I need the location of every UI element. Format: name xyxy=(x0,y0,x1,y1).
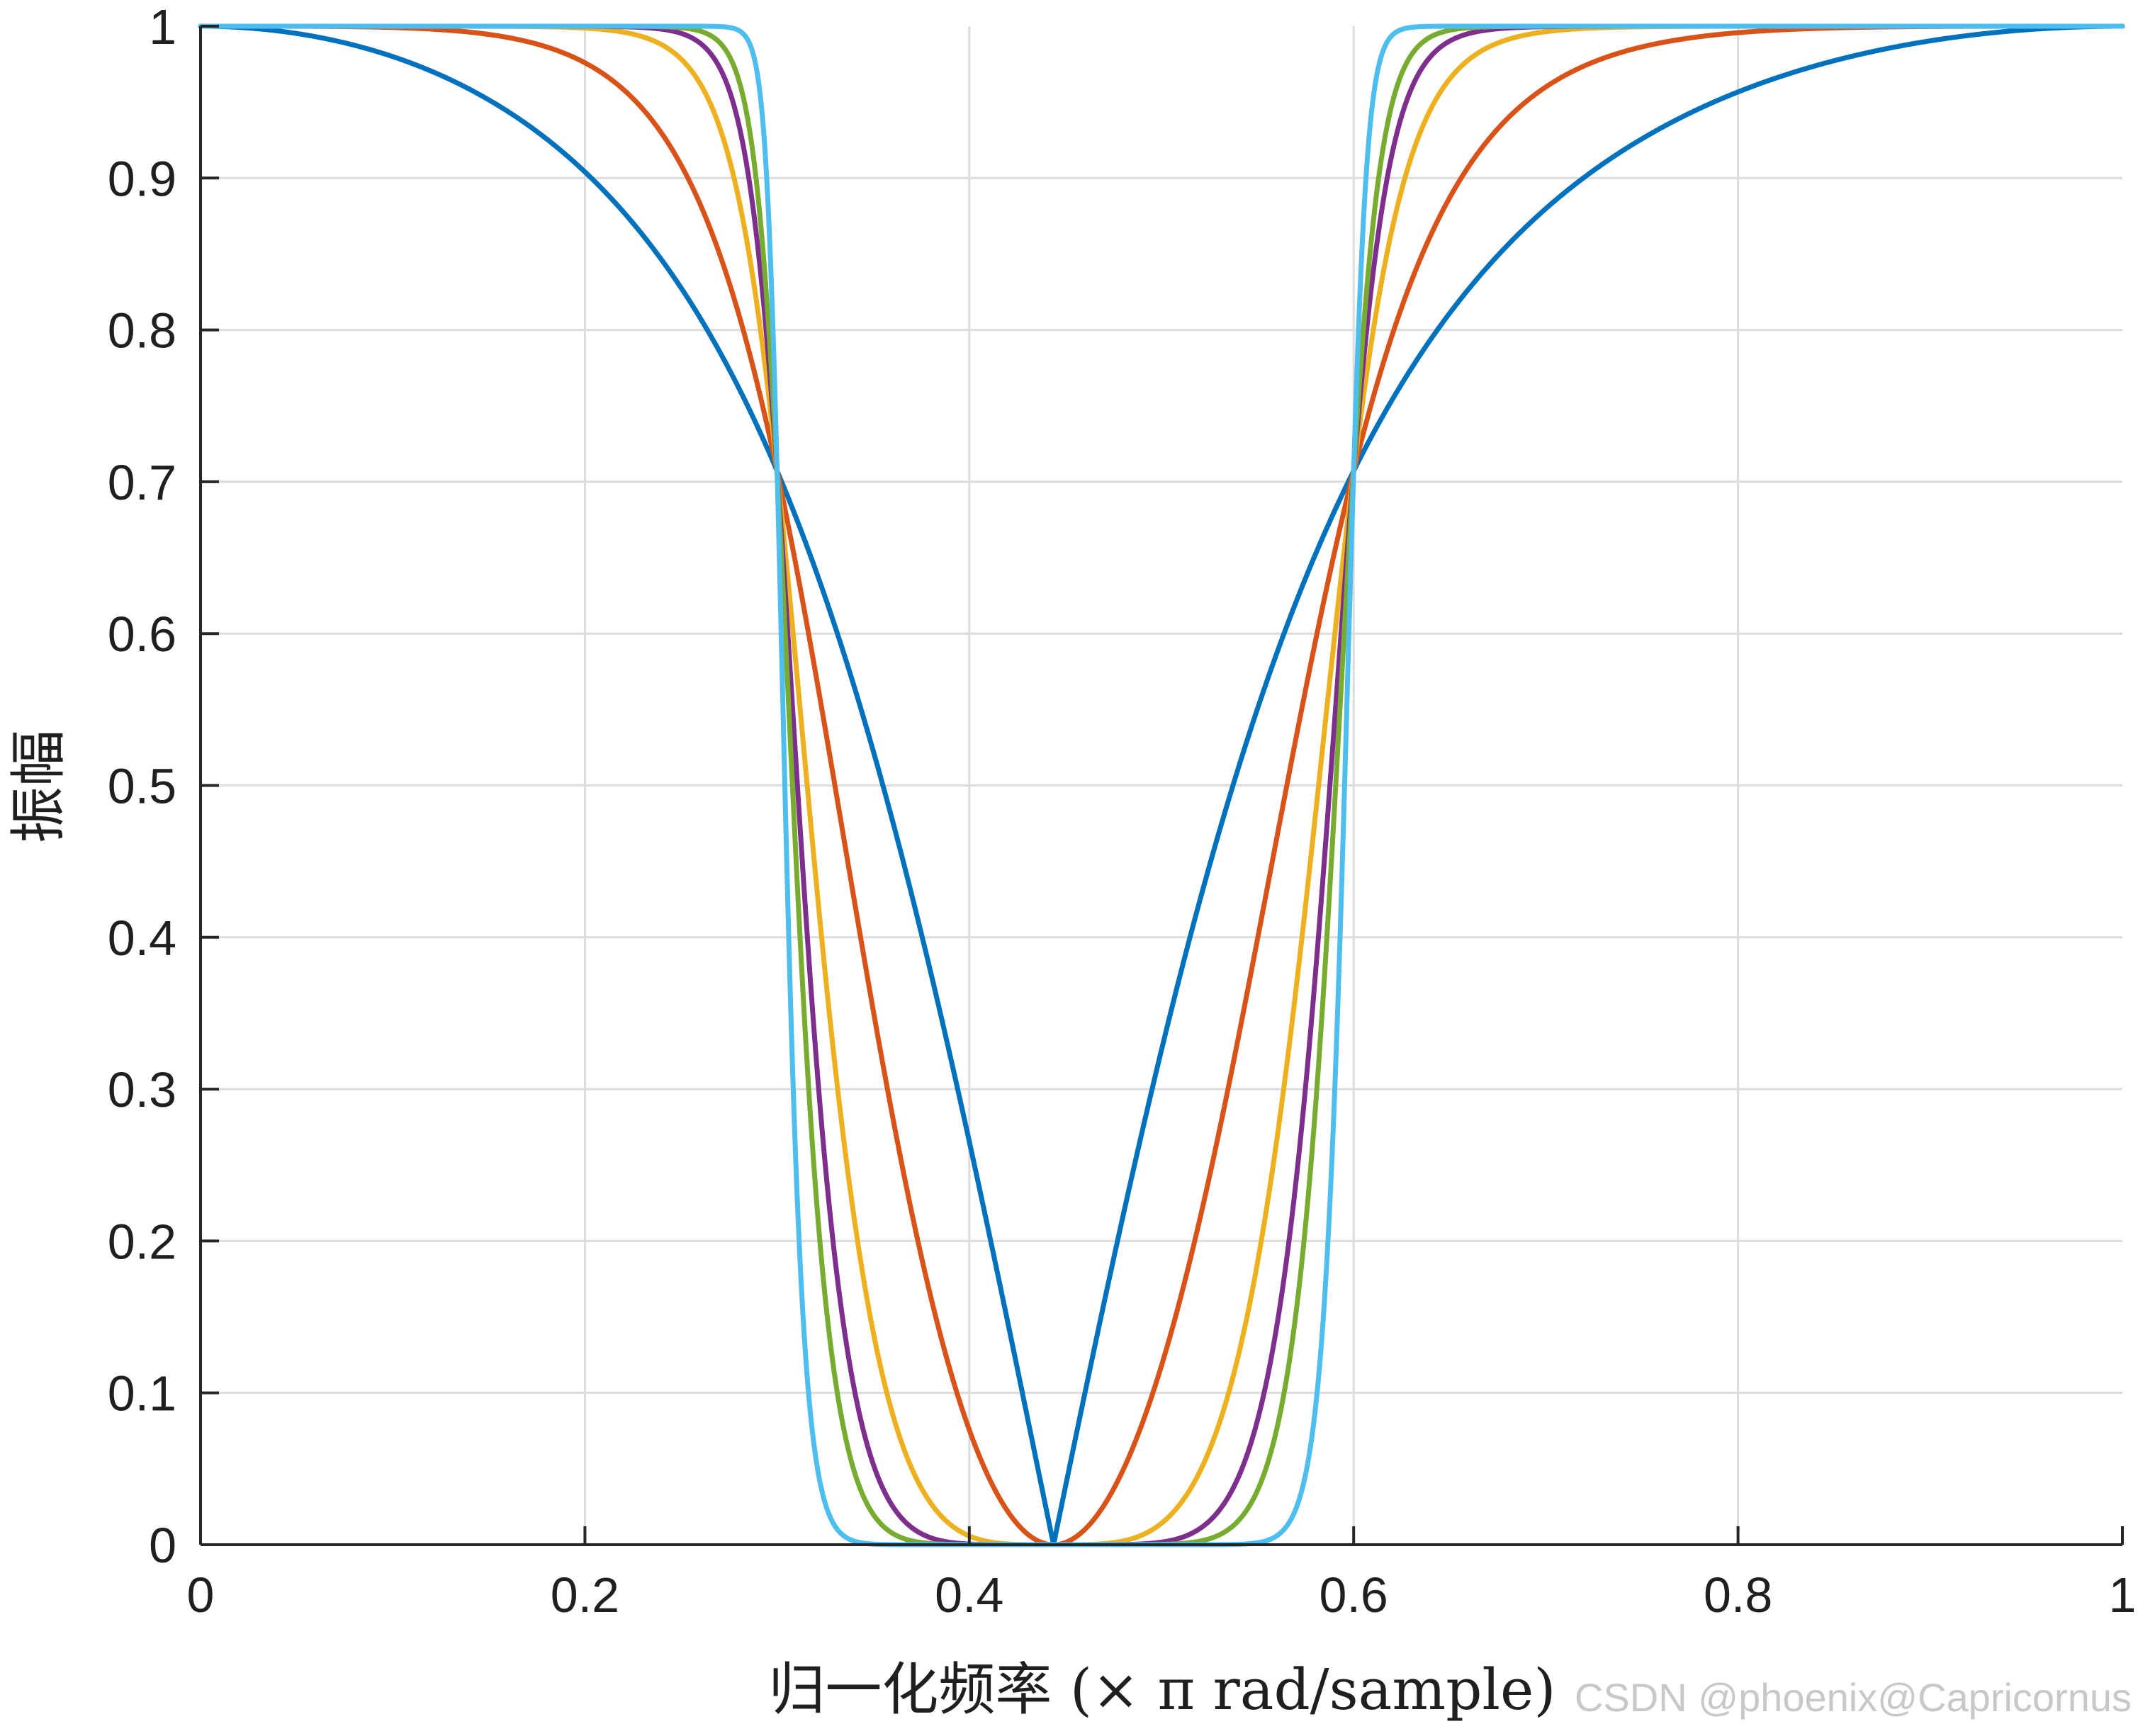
y-tick-label: 0.4 xyxy=(108,911,176,966)
y-tick-label: 0.7 xyxy=(108,455,176,510)
watermark-text: CSDN @phoenix@Capricornus xyxy=(1575,1675,2132,1720)
y-tick-label: 0.8 xyxy=(108,303,176,359)
tick-labels: 0 0.2 0.4 0.6 0.8 1 0 0.1 0.2 0.3 0.4 0.5 0.6 0.7 0.8 0… xyxy=(108,0,2137,1623)
y-tick-label: 0.1 xyxy=(108,1366,176,1421)
x-tick-label: 1 xyxy=(2109,1567,2137,1623)
y-tick-label: 0.2 xyxy=(108,1214,176,1269)
y-tick-label: 0 xyxy=(149,1518,176,1573)
y-tick-label: 0.9 xyxy=(108,151,176,206)
x-tick-label: 0 xyxy=(187,1567,215,1623)
y-tick-label: 0.3 xyxy=(108,1062,176,1117)
axes xyxy=(199,25,2124,1546)
grid xyxy=(201,26,2122,1545)
y-tick-label: 1 xyxy=(149,0,176,55)
x-axis-label: 归一化频率 (× π rad/sample) xyxy=(768,1657,1555,1723)
y-tick-label: 0.5 xyxy=(108,759,176,814)
series-line-2 xyxy=(198,23,2125,1548)
x-tick-label: 0.6 xyxy=(1320,1567,1388,1623)
y-axis-label: 振幅 xyxy=(6,730,72,843)
y-tick-label: 0.6 xyxy=(108,607,176,662)
series-line-1 xyxy=(198,23,2125,1546)
x-tick-label: 0.2 xyxy=(551,1567,619,1623)
x-tick-label: 0.8 xyxy=(1704,1567,1772,1623)
x-tick-label: 0.4 xyxy=(935,1567,1003,1623)
